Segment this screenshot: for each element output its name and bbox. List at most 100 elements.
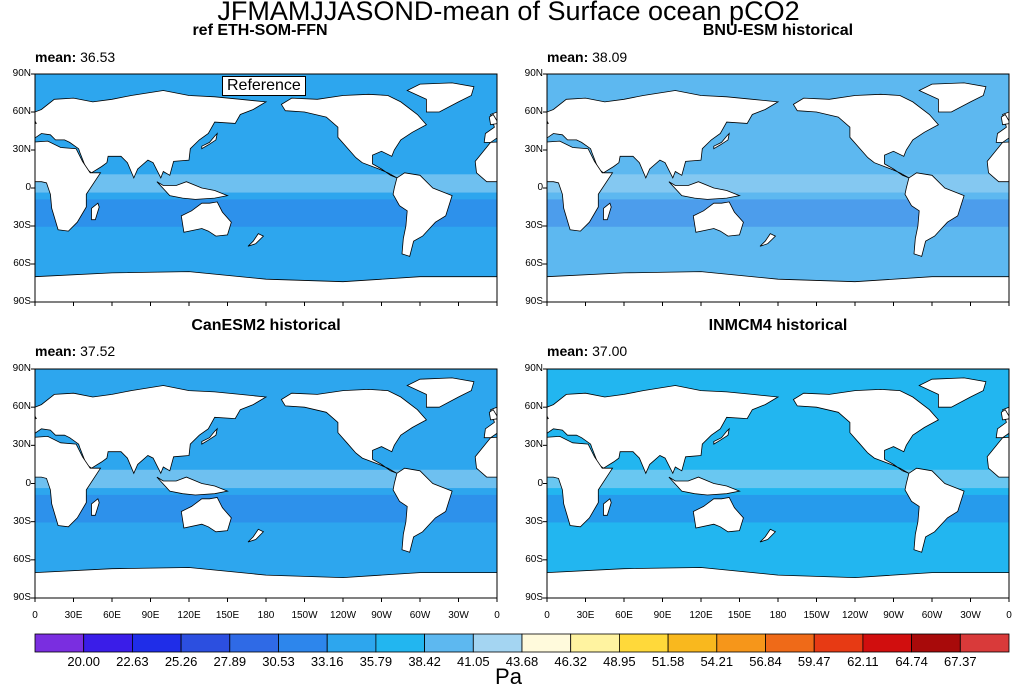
land-nz (759, 233, 777, 247)
land-antarctica (547, 567, 1009, 598)
colorbar-segment (34, 633, 85, 653)
land-japan (713, 132, 730, 150)
land-nz (759, 528, 777, 543)
colorbar-segment (83, 633, 133, 653)
lon-tick-label: 30E (576, 610, 595, 621)
land-uk (1000, 409, 1009, 421)
land-samerica (904, 172, 965, 257)
land-samerica (392, 467, 453, 553)
land-madagascar (91, 202, 100, 221)
land-africa (474, 436, 497, 478)
colorbar-segment (131, 633, 182, 653)
colorbar-segment (911, 633, 961, 653)
equatorial-band (35, 174, 497, 193)
lat-tick-label: 60N (12, 106, 31, 117)
colorbar-segment (619, 633, 669, 653)
lon-tick-label: 60W (409, 610, 431, 621)
land-greenland (406, 82, 475, 113)
land-antarctica (35, 271, 497, 302)
land-japan (201, 132, 218, 150)
land-madagascar (91, 498, 100, 516)
colorbar-tick-label: 38.42 (408, 654, 441, 669)
lat-tick-label: 30N (12, 439, 31, 451)
colorbar-tick-label: 48.95 (603, 654, 636, 669)
lon-tick-label: 90W (883, 610, 904, 621)
lat-tick-label: 90S (525, 296, 543, 307)
lon-tick-label: 30E (64, 610, 83, 621)
colorbar-tick-label: 43.68 (505, 654, 539, 669)
lon-tick-label: 0 (494, 610, 500, 621)
lat-tick-label: 0 (25, 182, 31, 193)
panel-title-ref: ref ETH-SOM-FFN (192, 22, 328, 39)
lon-tick-label: 150W (291, 610, 318, 621)
lon-tick-label: 0 (544, 610, 550, 621)
lat-tick-label: 30S (525, 515, 543, 527)
land-samerica (392, 172, 453, 257)
colorbar-tick-label: 41.05 (457, 654, 490, 669)
land-japan (201, 427, 218, 445)
colorbar-tick-label: 51.58 (651, 654, 685, 669)
land-nz (247, 233, 265, 247)
land-indonesia (156, 476, 229, 496)
map-panel-1 (543, 73, 1010, 306)
colorbar-tick-label: 33.16 (310, 654, 344, 669)
land-antarctica (35, 567, 497, 598)
land-africa (986, 141, 1009, 183)
lon-tick-label: 150E (727, 610, 752, 621)
equatorial-band (547, 174, 1009, 193)
lon-tick-label: 60E (103, 610, 121, 621)
land-uk (488, 113, 497, 126)
land-madagascar (603, 202, 612, 221)
land-antarctica (547, 271, 1009, 302)
colorbar-tick-label: 27.89 (213, 654, 247, 669)
panel-title-inmcm: INMCM4 historical (708, 317, 848, 334)
colorbar-tick-label: 54.21 (700, 654, 734, 669)
colorbar-tick-label: 22.63 (116, 654, 149, 669)
lat-tick-label: 90N (524, 68, 543, 79)
colorbar-segment (180, 633, 231, 653)
land-africa (986, 436, 1009, 478)
lon-tick-label: 120E (689, 610, 713, 621)
land-madagascar (603, 498, 612, 516)
land-africa (35, 435, 102, 528)
colorbar (34, 633, 1010, 653)
lat-tick-label: 30S (525, 220, 543, 231)
lon-tick-label: 90W (371, 610, 392, 621)
colorbar-tick-label: 20.00 (67, 654, 100, 669)
lat-tick-label: 60N (12, 401, 31, 413)
land-uk (1000, 113, 1009, 126)
lon-tick-label: 120W (329, 610, 357, 621)
mean-label-ref: mean: 36.53 (35, 49, 116, 65)
colorbar-segment (278, 633, 328, 653)
land-eurasia (547, 90, 780, 179)
lat-tick-label: 0 (25, 477, 31, 489)
lat-tick-label: 30S (13, 515, 31, 527)
colorbar-segment (862, 633, 913, 653)
lat-tick-label: 60S (13, 553, 31, 565)
colorbar-tick-label: 30.53 (262, 654, 295, 669)
equatorial-band (547, 469, 1009, 489)
lon-tick-label: 150W (803, 610, 830, 621)
colorbar-tick-label: 25.26 (164, 654, 198, 669)
land-indonesia (156, 181, 229, 200)
equatorial-band (35, 469, 497, 489)
land-indonesia (668, 181, 741, 200)
lon-tick-label: 60W (921, 610, 943, 621)
land-eurasia (547, 385, 780, 475)
land-australia (692, 497, 744, 533)
land-samerica (904, 467, 965, 553)
lon-tick-label: 30W (960, 610, 981, 621)
lon-tick-label: 120W (841, 610, 869, 621)
panel-title-bnu: BNU-ESM historical (702, 22, 854, 39)
lat-tick-label: 90S (13, 592, 31, 603)
colorbar-segment (326, 633, 377, 653)
lat-tick-label: 30S (13, 220, 31, 231)
colorbar-segment (424, 633, 474, 653)
land-australia (692, 201, 744, 237)
land-australia (180, 201, 232, 237)
lon-tick-label: 60E (615, 610, 633, 621)
colorbar-segment (765, 633, 815, 653)
lat-tick-label: 30N (524, 439, 543, 451)
lat-tick-label: 90S (525, 592, 543, 603)
lat-tick-label: 90N (12, 363, 31, 374)
